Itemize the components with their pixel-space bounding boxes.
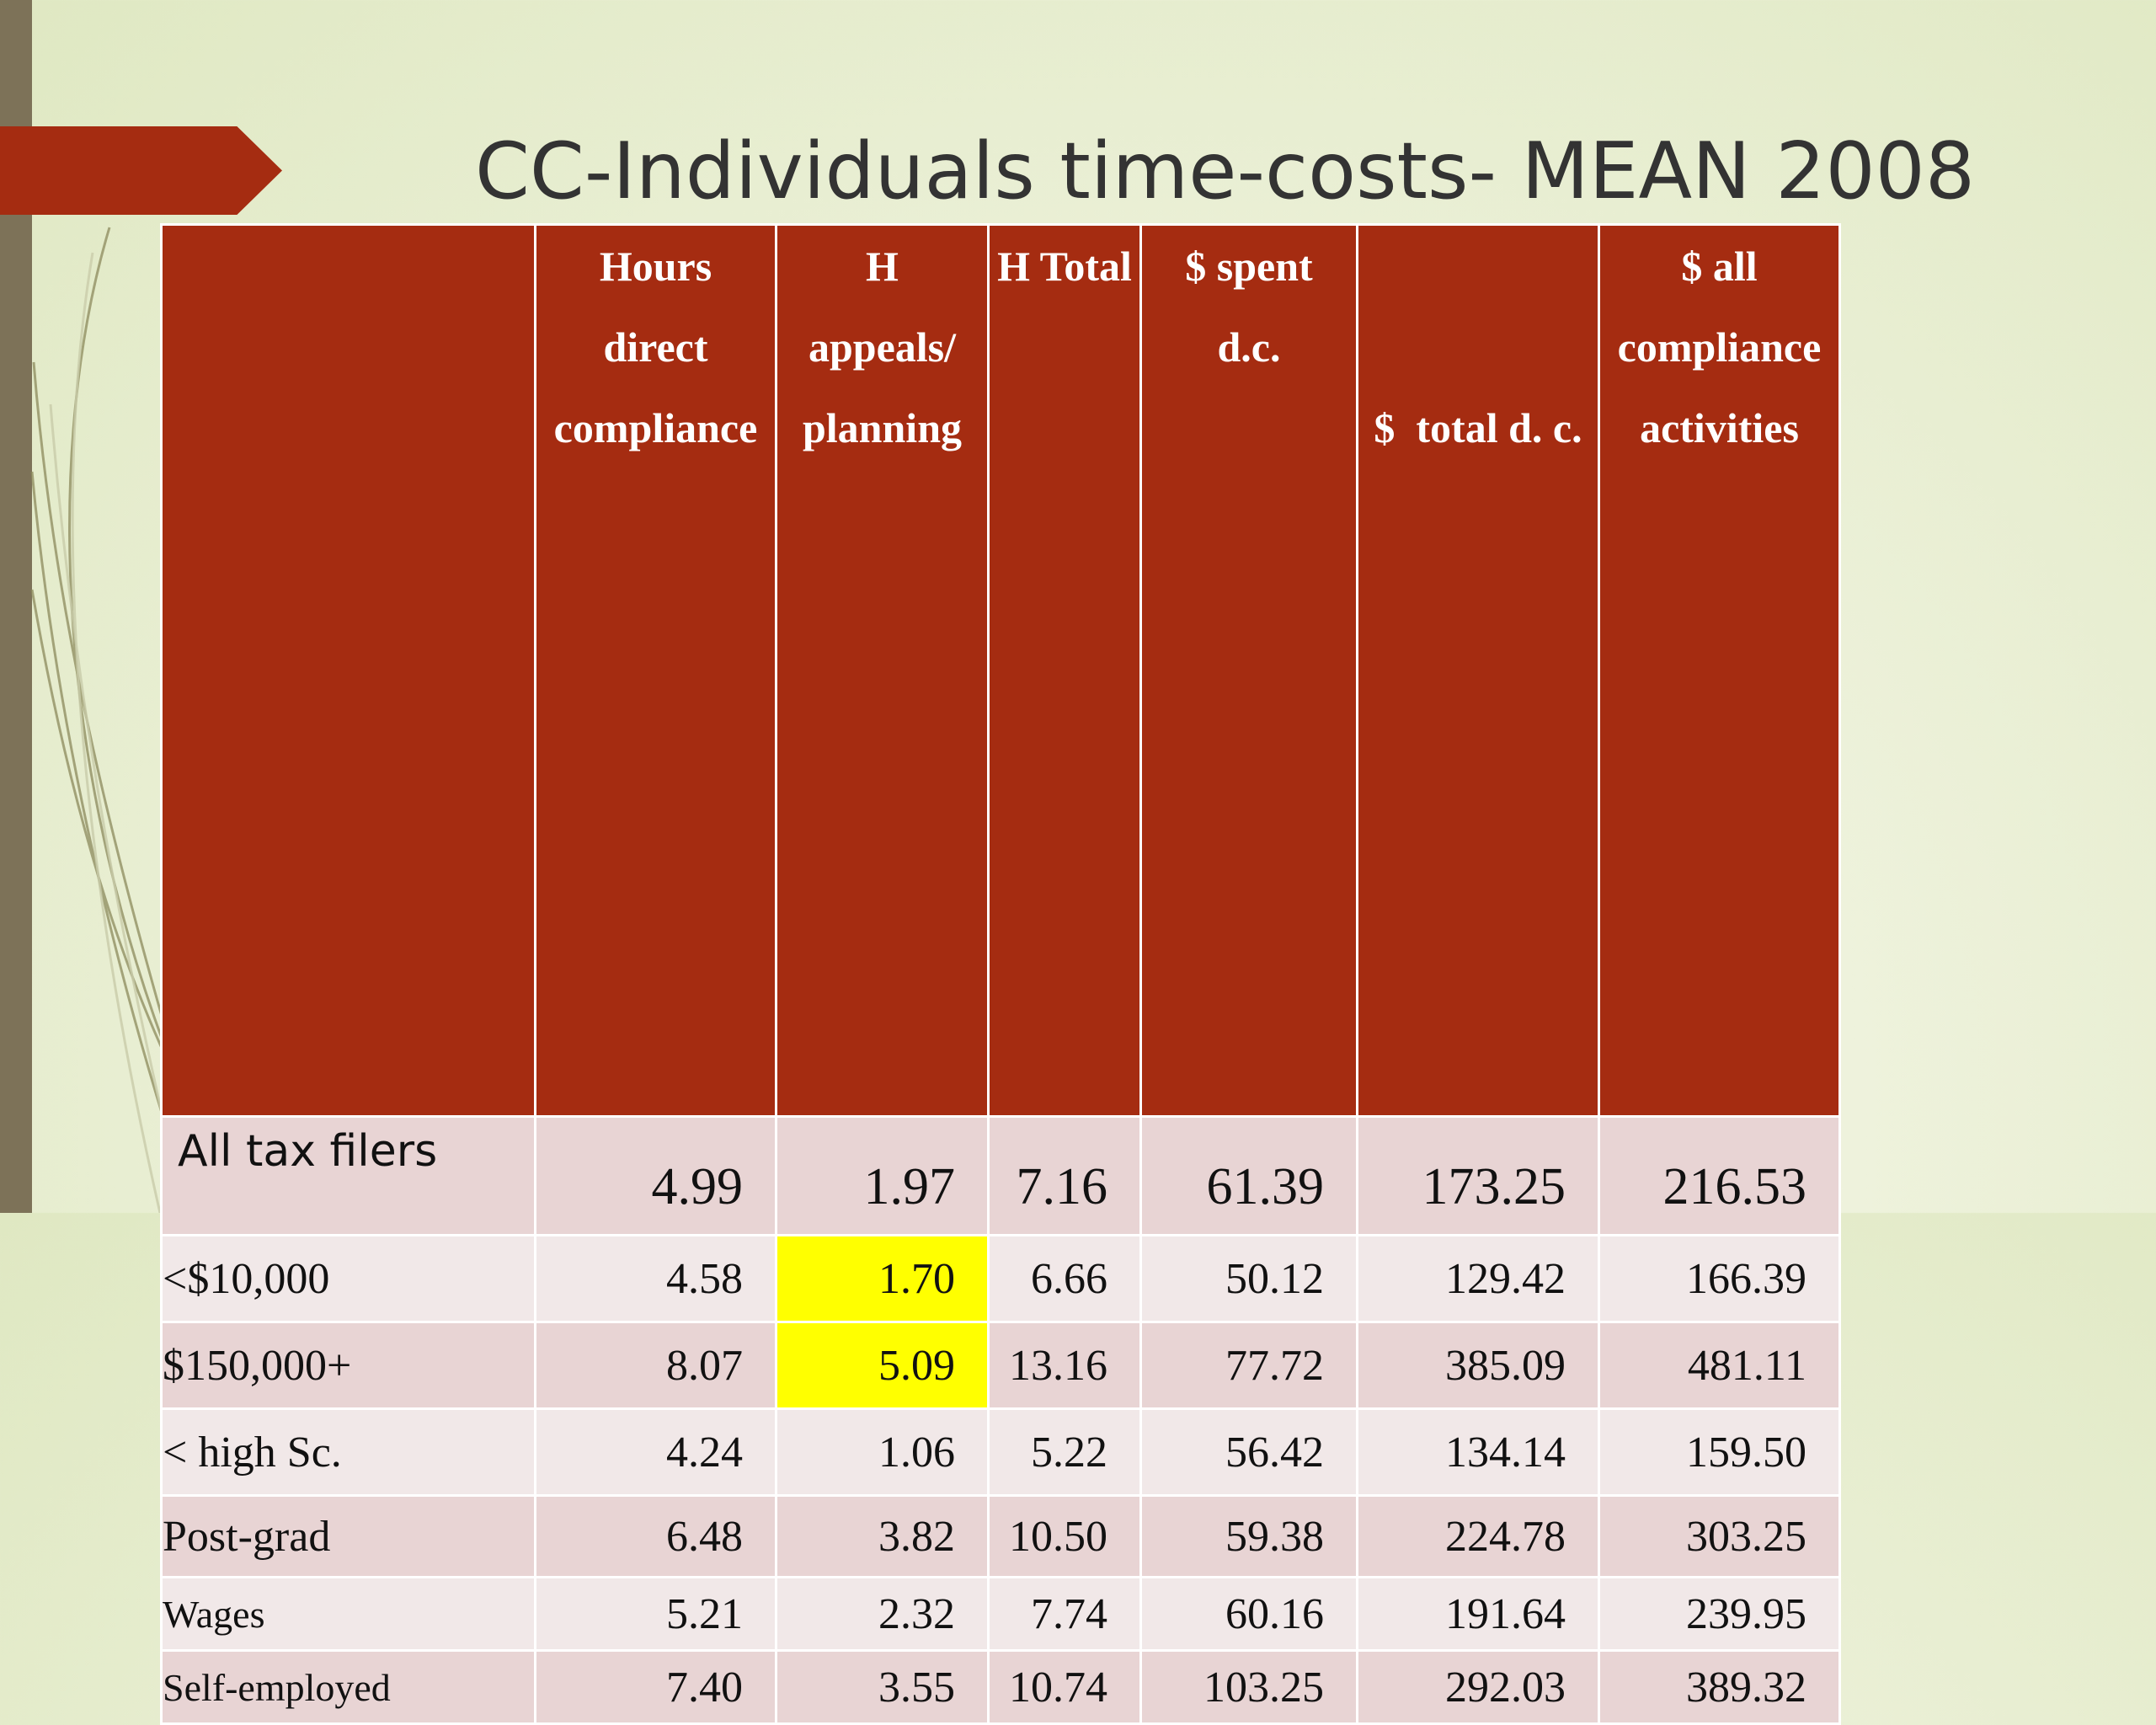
table-cell: 385.09 xyxy=(1356,1321,1600,1410)
header-all-compliance-activities: $ all compliance activities xyxy=(1598,223,1841,1118)
table-cell: 6.48 xyxy=(534,1494,777,1578)
header-h-appeals-planning: H appeals/ planning xyxy=(775,223,990,1118)
header-line: compliance xyxy=(553,404,758,451)
header-line xyxy=(1142,387,1356,468)
header-line: H Total xyxy=(997,243,1132,290)
table-cell: 50.12 xyxy=(1139,1234,1358,1323)
table-cell: 3.82 xyxy=(775,1494,990,1578)
header-line xyxy=(1358,873,1598,953)
table-cell: 134.14 xyxy=(1356,1407,1600,1497)
table-cell: 5.21 xyxy=(534,1576,777,1652)
header-cell-blank xyxy=(160,223,536,1118)
table-cell: 166.39 xyxy=(1598,1234,1841,1323)
table-cell: 224.78 xyxy=(1356,1494,1600,1578)
row-label: Wages xyxy=(160,1576,536,1652)
header-line xyxy=(990,307,1139,387)
table-cell: 173.25 xyxy=(1356,1115,1600,1236)
header-line: direct xyxy=(603,323,708,371)
table-cell: 239.95 xyxy=(1598,1576,1841,1652)
table-row: <$10,000 4.58 1.70 6.66 50.12 129.42 166… xyxy=(160,1234,1841,1323)
header-line: appeals/ xyxy=(808,323,957,371)
table-cell: 59.38 xyxy=(1139,1494,1358,1578)
table-cell-highlighted: 5.09 xyxy=(775,1321,990,1410)
table-row: $150,000+ 8.07 5.09 13.16 77.72 385.09 4… xyxy=(160,1321,1841,1410)
table-cell: 5.22 xyxy=(987,1407,1142,1497)
table-cell: 103.25 xyxy=(1139,1649,1358,1725)
table-cell: 10.50 xyxy=(987,1494,1142,1578)
table-cell: 7.16 xyxy=(987,1115,1142,1236)
table-cell: 1.97 xyxy=(775,1115,990,1236)
header-total-dc: $ total d. c. xyxy=(1356,223,1600,1118)
table-cell: 3.55 xyxy=(775,1649,990,1725)
table-cell: 4.58 xyxy=(534,1234,777,1323)
table-cell: 4.99 xyxy=(534,1115,777,1236)
row-label: < high Sc. xyxy=(160,1407,536,1497)
table-cell: 8.07 xyxy=(534,1321,777,1410)
table-cell: 129.42 xyxy=(1356,1234,1600,1323)
table-cell: 6.66 xyxy=(987,1234,1142,1323)
table-cell: 191.64 xyxy=(1356,1576,1600,1652)
header-line: activities xyxy=(1640,404,1799,451)
table-cell: 60.16 xyxy=(1139,1576,1358,1652)
header-line: d.c. xyxy=(1217,323,1281,371)
table-row: All tax filers 4.99 1.97 7.16 61.39 173.… xyxy=(160,1115,1841,1236)
table-row: < high Sc. 4.24 1.06 5.22 56.42 134.14 1… xyxy=(160,1407,1841,1497)
title-arrow-shape xyxy=(0,126,282,215)
table-cell: 303.25 xyxy=(1598,1494,1841,1578)
header-line xyxy=(1358,630,1598,711)
table-row: Self-employed 7.40 3.55 10.74 103.25 292… xyxy=(160,1649,1841,1725)
header-line: planning xyxy=(802,404,962,451)
table-cell: 292.03 xyxy=(1356,1649,1600,1725)
header-line: $ total d. c. xyxy=(1374,404,1582,451)
header-line: H xyxy=(866,243,899,290)
table-cell: 13.16 xyxy=(987,1321,1142,1410)
table-row: Wages 5.21 2.32 7.74 60.16 191.64 239.95 xyxy=(160,1576,1841,1652)
slide-title: CC-Individuals time-costs- MEAN 2008 xyxy=(475,126,1975,216)
table-cell: 1.06 xyxy=(775,1407,990,1497)
row-label: Self-employed xyxy=(160,1649,536,1725)
row-label: Post-grad xyxy=(160,1494,536,1578)
header-line xyxy=(990,387,1139,468)
compliance-cost-table: Hours direct compliance H appeals/ plann… xyxy=(160,223,1841,1725)
header-spent-dc: $ spent d.c. xyxy=(1139,223,1358,1118)
header-line: $ spent xyxy=(1185,243,1313,290)
table-row: Post-grad 6.48 3.82 10.50 59.38 224.78 3… xyxy=(160,1494,1841,1578)
table-cell: 4.24 xyxy=(534,1407,777,1497)
table-cell: 216.53 xyxy=(1598,1115,1841,1236)
table-cell: 10.74 xyxy=(987,1649,1142,1725)
row-label: All tax filers xyxy=(160,1115,536,1236)
row-label: <$10,000 xyxy=(160,1234,536,1323)
header-h-total: H Total xyxy=(987,223,1142,1118)
table-cell-highlighted: 1.70 xyxy=(775,1234,990,1323)
table-cell: 56.42 xyxy=(1139,1407,1358,1497)
table-cell: 7.74 xyxy=(987,1576,1142,1652)
table-cell: 77.72 xyxy=(1139,1321,1358,1410)
table-cell: 61.39 xyxy=(1139,1115,1358,1236)
header-line: compliance xyxy=(1617,323,1822,371)
table-cell: 2.32 xyxy=(775,1576,990,1652)
table-cell: 7.40 xyxy=(534,1649,777,1725)
row-label: $150,000+ xyxy=(160,1321,536,1410)
table-cell: 481.11 xyxy=(1598,1321,1841,1410)
table-cell: 389.32 xyxy=(1598,1649,1841,1725)
table-cell: 159.50 xyxy=(1598,1407,1841,1497)
header-hours-direct-compliance: Hours direct compliance xyxy=(534,223,777,1118)
header-line: $ all xyxy=(1681,243,1758,290)
header-row: Hours direct compliance H appeals/ plann… xyxy=(160,223,1841,1118)
header-line: Hours xyxy=(599,243,712,290)
